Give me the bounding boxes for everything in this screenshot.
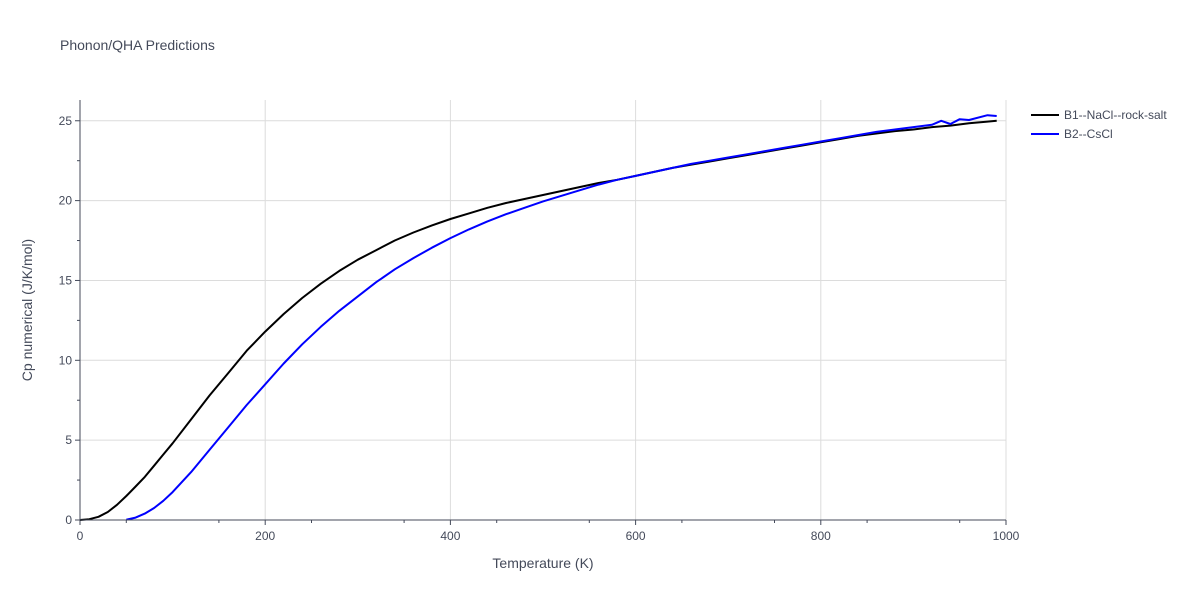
y-axis-title: Cp numerical (J/K/mol): [19, 239, 35, 381]
legend-item-2[interactable]: B2--CsCl: [1031, 127, 1113, 141]
legend-label: B2--CsCl: [1064, 127, 1113, 141]
x-tick-label: 800: [811, 529, 831, 543]
legend-item-1[interactable]: B1--NaCl--rock-salt: [1031, 108, 1167, 122]
y-tick-label: 5: [65, 433, 72, 447]
series-line-1: [79, 119, 997, 521]
grid: [80, 100, 1007, 520]
x-axis-title: Temperature (K): [492, 555, 593, 571]
y-tick-label: 20: [59, 194, 73, 208]
y-tick-label: 10: [59, 353, 73, 367]
x-tick-label: 0: [77, 529, 84, 543]
y-tick-label: 0: [65, 513, 72, 527]
legend[interactable]: B1--NaCl--rock-salt B2--CsCl: [1031, 108, 1167, 141]
legend-label: B1--NaCl--rock-salt: [1064, 108, 1167, 122]
x-tick-label: 200: [255, 529, 275, 543]
y-tick-label: 15: [59, 273, 73, 287]
axis-ticks: 0 200 400 600 800 1000 0 5 10 15 20 25: [59, 114, 1020, 543]
x-tick-label: 600: [626, 529, 646, 543]
chart-title: Phonon/QHA Predictions: [60, 37, 215, 53]
x-tick-label: 1000: [993, 529, 1020, 543]
y-tick-label: 25: [59, 114, 73, 128]
x-tick-label: 400: [440, 529, 460, 543]
series-line-2: [126, 114, 997, 521]
plot-area: [79, 114, 997, 521]
